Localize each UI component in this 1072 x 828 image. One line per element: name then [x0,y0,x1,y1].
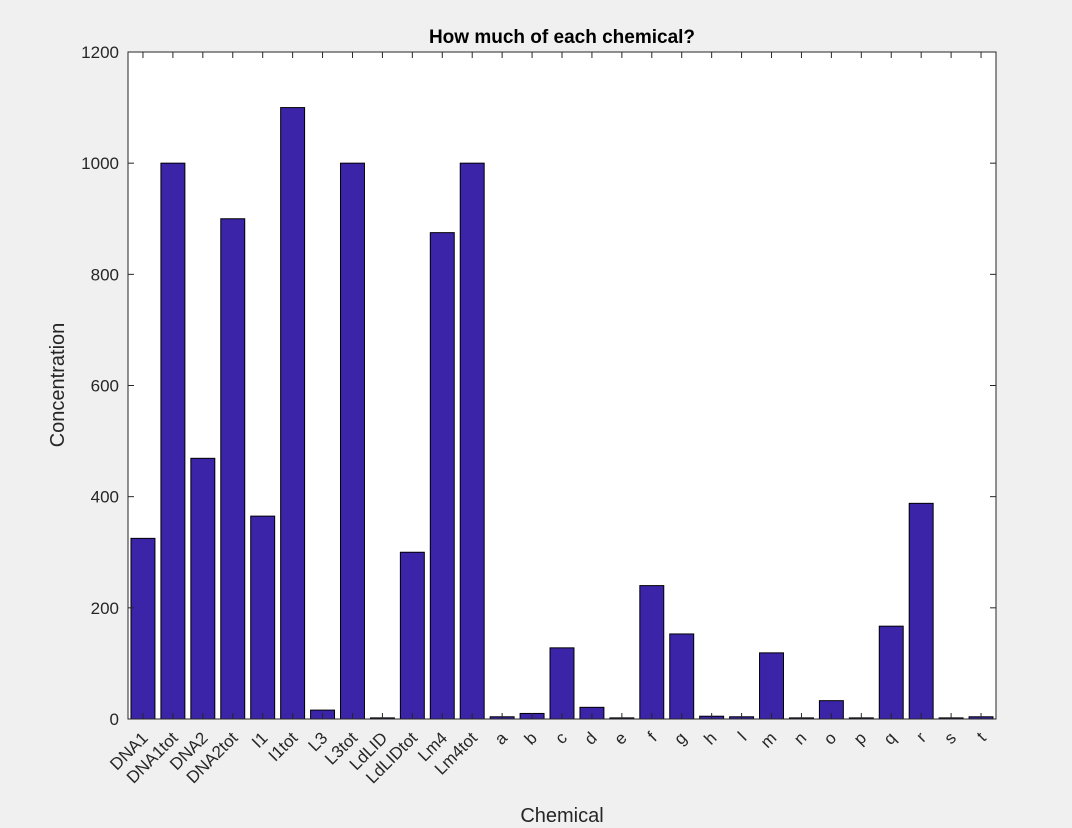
y-tick-label: 800 [91,265,119,284]
y-tick-label: 1200 [81,43,119,62]
bar-DNA2 [190,457,216,720]
bar-c [549,647,575,720]
bar-LdLIDtot [399,551,425,720]
bar-m [759,652,784,720]
y-tick-label: 600 [91,377,119,396]
chart-title: How much of each chemical? [429,27,695,48]
bar-L3tot [340,162,365,720]
bar-f [639,585,665,720]
axes-box [127,51,997,720]
bar-DNA1 [130,537,156,720]
bar-DNA2tot [220,218,246,720]
y-axis-ticks: 0 200 400 600 800 1000 1200 [81,43,996,729]
y-axis-label: Concentration [47,323,69,448]
bars-group [130,107,994,720]
bar-Lm4tot [459,162,485,720]
x-axis-label: Chemical [520,805,603,827]
bar-DNA1tot [160,162,186,720]
y-tick-label: 200 [91,599,119,618]
bar-Lm4 [429,232,455,720]
bar-I1 [250,515,276,720]
bar-g [669,633,695,720]
bar-r [908,502,934,720]
y-tick-label: 1000 [81,154,119,173]
bar-q [878,625,904,720]
y-tick-label: 400 [91,488,119,507]
y-tick-label: 0 [110,710,119,729]
bar-I1tot [280,107,306,720]
